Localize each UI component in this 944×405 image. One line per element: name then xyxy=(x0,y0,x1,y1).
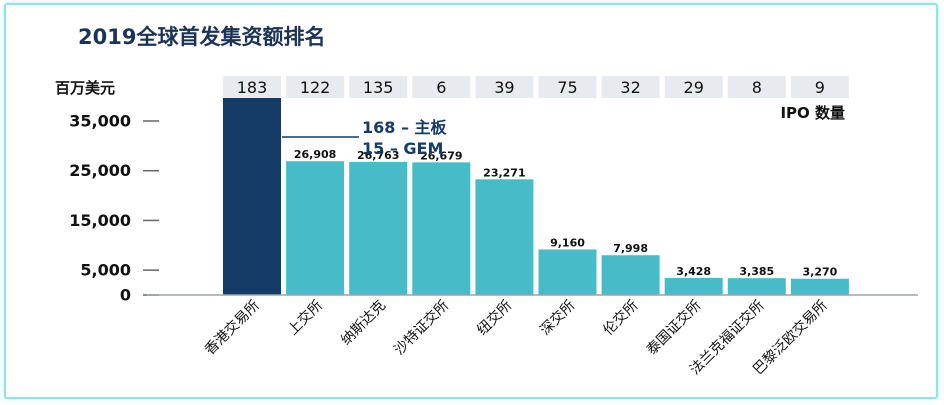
ipo-count-box xyxy=(286,76,345,98)
y-tick-label: 5,000 xyxy=(80,261,131,280)
ipo-count-box xyxy=(349,76,408,98)
bar-value-label: 26,908 xyxy=(294,148,336,161)
x-tick-label: 纽交所 xyxy=(474,297,516,339)
bar xyxy=(601,255,660,295)
ipo-count-value: 32 xyxy=(620,78,640,97)
ipo-count-box xyxy=(601,76,660,98)
bar-value-label: 26,763 xyxy=(357,149,399,162)
ipo-count-value: 9 xyxy=(815,78,825,97)
bar-value-label: 3,428 xyxy=(676,265,711,278)
y-tick-label: 25,000 xyxy=(69,161,131,180)
bar-value-label: 9,160 xyxy=(550,236,585,249)
ipo-count-value: 8 xyxy=(752,78,762,97)
ipo-count-box xyxy=(664,76,723,98)
x-tick-label: 香港交易所 xyxy=(201,297,263,359)
y-tick-label: 0 xyxy=(120,286,131,305)
bar-value-label: 26,679 xyxy=(420,149,462,162)
x-tick-label: 沙特证交所 xyxy=(391,297,453,359)
x-tick-label: 深交所 xyxy=(537,297,579,339)
ipo-count-box xyxy=(412,76,471,98)
chart-frame xyxy=(4,3,938,399)
bar xyxy=(475,179,534,295)
bar xyxy=(727,278,786,295)
ipo-count-value: 39 xyxy=(494,78,514,97)
x-tick-label: 上交所 xyxy=(284,297,326,339)
y-tick-label: 15,000 xyxy=(69,211,131,230)
bar-value-label: 3,385 xyxy=(739,265,774,278)
bar-value-label: 23,271 xyxy=(483,166,525,179)
x-tick-label: 伦交所 xyxy=(600,297,642,339)
annotation-text: 168 – 主板 xyxy=(362,118,448,137)
bar xyxy=(664,277,723,295)
bar-value-label: 7,998 xyxy=(613,242,648,255)
bar-value-label: 3,270 xyxy=(803,266,838,279)
ipo-count-box xyxy=(790,76,849,98)
bar xyxy=(538,249,597,295)
annotation-text: 15 – GEM xyxy=(362,139,443,158)
chart-title: 2019全球首发集资额排名 xyxy=(78,25,325,49)
bar xyxy=(223,95,281,295)
y-tick-label: 35,000 xyxy=(69,112,131,131)
y-axis-label: 百万美元 xyxy=(55,79,115,97)
ipo-count-box xyxy=(727,76,786,98)
ipo-count-value: 183 xyxy=(237,78,268,97)
ipo-count-value: 122 xyxy=(300,78,331,97)
x-tick-label: 纳斯达克 xyxy=(338,298,389,349)
ipo-count-value: 29 xyxy=(684,78,704,97)
ipo-count-box xyxy=(223,76,281,98)
bar xyxy=(286,161,345,295)
ipo-count-value: 135 xyxy=(363,78,394,97)
bar xyxy=(790,278,849,295)
ipo-count-value: 6 xyxy=(436,78,446,97)
bar xyxy=(412,162,471,295)
x-tick-label: 泰国证交所 xyxy=(643,297,705,359)
ipo-count-box xyxy=(475,76,534,98)
bar xyxy=(349,161,408,295)
ipo-count-label: IPO 数量 xyxy=(780,104,845,122)
ipo-count-box xyxy=(538,76,597,98)
ipo-count-value: 75 xyxy=(557,78,577,97)
